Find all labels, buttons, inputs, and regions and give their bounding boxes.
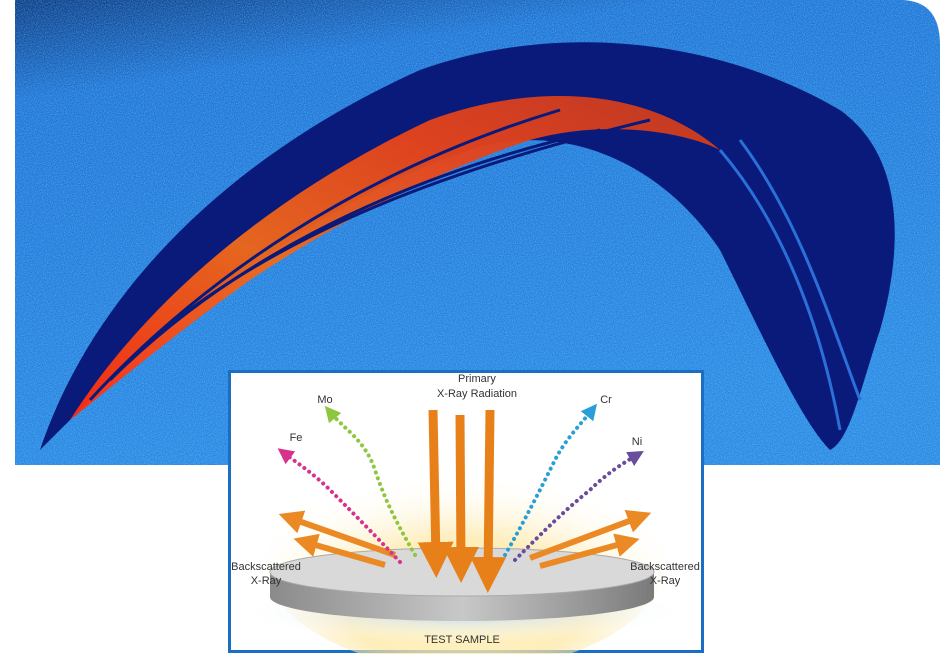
emission-cr bbox=[503, 403, 597, 557]
fiber-core bbox=[70, 96, 720, 420]
xrf-map bbox=[15, 0, 940, 465]
fluorescence-emissions bbox=[277, 403, 644, 564]
backscatter-label: X-Ray bbox=[650, 575, 681, 587]
backscatter-label: X-Ray bbox=[251, 575, 282, 587]
backscatter-beams bbox=[278, 509, 652, 569]
xrf-diagram: Primary X-Ray Radiation Mo Cr Fe Ni Back… bbox=[228, 370, 704, 659]
element-label: Ni bbox=[632, 436, 642, 448]
fiber-strands bbox=[88, 108, 862, 431]
emission-mo bbox=[324, 405, 417, 557]
primary-beam bbox=[442, 414, 479, 583]
backscatter-beam bbox=[539, 533, 640, 569]
element-label: Cr bbox=[600, 394, 612, 406]
backscatter-beam bbox=[293, 533, 386, 568]
primary-beam bbox=[470, 409, 507, 593]
fiber-outer bbox=[40, 42, 895, 450]
emission-fe bbox=[277, 448, 402, 564]
strand bbox=[149, 118, 651, 342]
emission-ni bbox=[513, 450, 644, 562]
backscatter-label: Backscattered bbox=[231, 561, 301, 573]
primary-label: Primary bbox=[458, 373, 496, 385]
sample-label: TEST SAMPLE bbox=[424, 634, 500, 646]
element-label: Mo bbox=[317, 394, 332, 406]
backscatter-beam bbox=[278, 510, 396, 558]
primary-beam bbox=[417, 409, 454, 578]
backscatter-beam bbox=[528, 509, 652, 561]
primary-label: X-Ray Radiation bbox=[437, 388, 517, 400]
strand bbox=[738, 139, 862, 401]
strand bbox=[108, 128, 601, 382]
backscatter-label: Backscattered bbox=[630, 561, 700, 573]
primary-beams bbox=[417, 409, 507, 593]
strand bbox=[718, 149, 842, 431]
strand bbox=[88, 108, 561, 402]
element-label: Fe bbox=[290, 432, 303, 444]
